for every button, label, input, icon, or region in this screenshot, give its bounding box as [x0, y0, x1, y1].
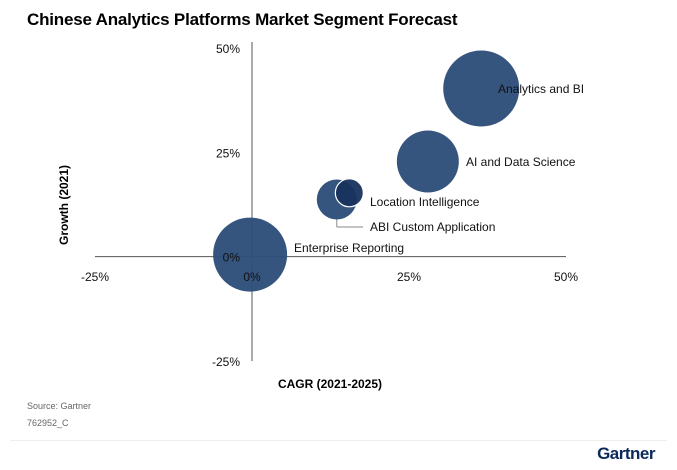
y-tick-label: 0% — [223, 251, 241, 265]
y-tick-label: -25% — [212, 355, 240, 369]
bubble-chart: Analytics and BI AI and Data Science ABI C… — [57, 42, 584, 391]
chart-title: Chinese Analytics Platforms Market Segme… — [27, 10, 458, 29]
bubble-label: ABI Custom Application — [370, 220, 495, 234]
x-tick-label: -25% — [81, 270, 109, 284]
bubble-point — [334, 178, 364, 208]
y-axis-title: Growth (2021) — [57, 165, 71, 245]
x-tick-label: 25% — [397, 270, 421, 284]
bubble-label: Enterprise Reporting — [294, 241, 404, 255]
bubble-label: Location Intelligence — [370, 195, 480, 209]
bubble-label: Analytics and BI — [498, 82, 584, 96]
x-tick-label: 0% — [243, 270, 261, 284]
x-tick-label: 50% — [554, 270, 578, 284]
bubble-point — [443, 50, 520, 127]
bubble-label: AI and Data Science — [466, 155, 576, 169]
bubble-point — [213, 217, 288, 292]
y-tick-label: 50% — [216, 42, 240, 56]
gartner-logo: Gartner — [597, 444, 655, 463]
y-tick-label: 25% — [216, 146, 240, 160]
source-note: Source: Gartner — [27, 401, 92, 411]
bubble-point — [396, 130, 459, 193]
document-id: 762952_C — [27, 418, 69, 428]
x-axis-title: CAGR (2021-2025) — [278, 377, 382, 391]
footer-divider — [10, 440, 667, 441]
